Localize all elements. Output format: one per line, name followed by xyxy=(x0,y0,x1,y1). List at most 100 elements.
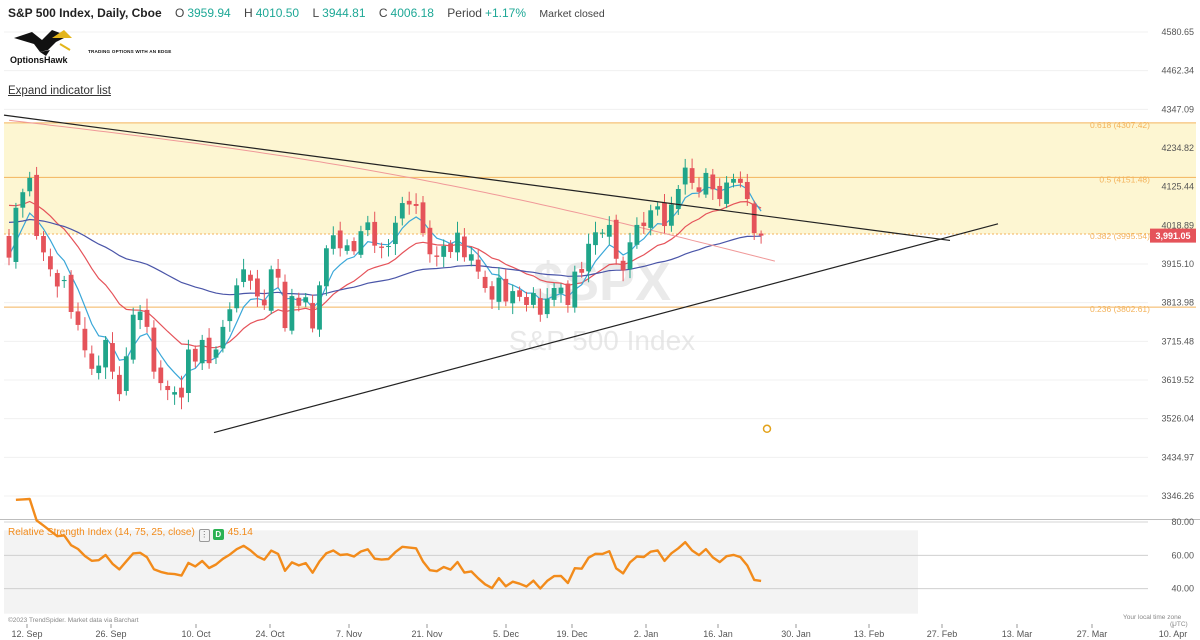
rsi-settings-icon[interactable]: ⋮ xyxy=(198,529,210,542)
candle-body-17 xyxy=(123,356,129,391)
candle-body-10 xyxy=(75,311,81,325)
last-price-tag xyxy=(1150,228,1196,243)
time-zone-label[interactable]: Your local time zone xyxy=(1123,614,1182,621)
x-tick-label-14: 27. Mar xyxy=(1077,629,1108,639)
candle-body-91 xyxy=(634,224,640,245)
candle-body-3 xyxy=(27,177,33,192)
candle-body-65 xyxy=(455,232,460,253)
market-status: Market closed xyxy=(539,8,605,20)
candle-body-18 xyxy=(130,314,136,360)
candle-body-43 xyxy=(303,297,309,303)
expand-indicator-list-link[interactable]: Expand indicator list xyxy=(8,85,111,97)
event-marker xyxy=(762,424,772,434)
logo-brand: OptionsHawk xyxy=(10,55,68,65)
rsi-legend: Relative Strength Index (14, 75, 25, clo… xyxy=(8,527,253,542)
candle-body-31 xyxy=(220,326,226,349)
candle-body-60 xyxy=(420,202,426,234)
last-price-label: 3,991.05 xyxy=(1155,231,1190,241)
candle-body-87 xyxy=(606,224,612,237)
candle-body-80 xyxy=(558,287,564,294)
candle-body-73 xyxy=(510,291,516,304)
candle-body-1 xyxy=(13,207,19,262)
candle-body-97 xyxy=(675,188,681,209)
y-tick-label-10: 3526.04 xyxy=(1161,414,1194,424)
candle-body-81 xyxy=(565,283,571,305)
candle-body-96 xyxy=(669,204,674,226)
x-tick-label-10: 30. Jan xyxy=(781,629,811,639)
chart-header: S&P 500 Index, Daily, Cboe O 3959.94 H 401… xyxy=(8,6,605,20)
candle-body-68 xyxy=(475,259,481,272)
candle-body-22 xyxy=(158,367,164,384)
logo-tagline: TRADING OPTIONS WITH AN EDGE xyxy=(88,49,172,54)
candle-body-14 xyxy=(103,339,108,368)
candle-body-103 xyxy=(717,185,723,200)
candle-body-9 xyxy=(68,274,74,312)
candle-body-104 xyxy=(724,182,729,204)
candle-body-0 xyxy=(6,235,12,258)
candle-body-39 xyxy=(275,268,281,278)
y-tick-label-12: 3346.26 xyxy=(1161,491,1194,501)
candle-body-50 xyxy=(351,241,357,252)
period-label: Period xyxy=(447,6,482,20)
watermark-name: S&P 500 Index xyxy=(509,325,695,356)
candle-body-21 xyxy=(151,327,157,372)
x-tick-label-6: 5. Dec xyxy=(493,629,520,639)
candle-body-12 xyxy=(89,353,95,369)
y-tick-label-2: 4347.09 xyxy=(1161,104,1194,114)
candle-body-7 xyxy=(54,273,60,287)
candle-body-49 xyxy=(344,245,350,251)
candle-body-82 xyxy=(572,271,578,308)
rsi-legend-name: Relative Strength Index (14, 75, 25, clo… xyxy=(8,527,195,538)
candle-body-79 xyxy=(551,288,557,300)
candle-body-107 xyxy=(744,181,750,200)
candle-body-59 xyxy=(413,203,419,206)
candle-body-84 xyxy=(586,243,591,272)
x-tick-label-12: 27. Feb xyxy=(927,629,958,639)
rsi-d-badge[interactable]: D xyxy=(212,529,224,540)
candle-body-23 xyxy=(165,385,171,391)
candle-body-35 xyxy=(248,274,253,281)
descending-trendline xyxy=(3,114,951,242)
candle-body-99 xyxy=(689,168,695,183)
candle-body-66 xyxy=(462,236,467,258)
candle-body-20 xyxy=(144,309,150,327)
close-label: C xyxy=(378,6,388,20)
x-tick-label-1: 26. Sep xyxy=(95,629,126,639)
candle-body-108 xyxy=(751,203,757,234)
x-tick-label-7: 19. Dec xyxy=(556,629,588,639)
fib-level-label-2: 0.382 (3995.54) xyxy=(1090,231,1150,241)
candle-body-62 xyxy=(434,255,440,257)
candle-body-64 xyxy=(448,243,453,253)
candle-body-38 xyxy=(268,269,274,311)
rsi-line xyxy=(15,497,762,590)
y-tick-label-6: 3915.10 xyxy=(1161,259,1194,269)
candle-body-27 xyxy=(192,348,198,362)
candle-body-5 xyxy=(41,236,46,253)
x-tick-label-8: 2. Jan xyxy=(634,629,659,639)
candle-body-78 xyxy=(544,298,550,315)
candle-body-54 xyxy=(379,246,384,248)
x-tick-label-2: 10. Oct xyxy=(181,629,211,639)
candle-body-102 xyxy=(710,174,716,190)
candle-body-93 xyxy=(648,210,654,228)
candle-body-45 xyxy=(317,285,322,330)
y-tick-label-1: 4462.34 xyxy=(1161,66,1194,76)
open-label: O xyxy=(174,6,185,20)
candle-body-92 xyxy=(641,222,647,227)
rsi-y-tick-label-1: 60.00 xyxy=(1171,550,1194,560)
y-tick-label-11: 3434.97 xyxy=(1161,452,1194,462)
candle-body-101 xyxy=(703,172,709,195)
pane-divider xyxy=(0,519,1200,520)
rsi-band-fill xyxy=(4,530,918,614)
candle-body-86 xyxy=(600,232,605,234)
candle-body-52 xyxy=(365,222,371,231)
candle-body-34 xyxy=(241,269,246,282)
candle-body-33 xyxy=(234,285,240,309)
candle-body-13 xyxy=(96,365,102,374)
candle-body-2 xyxy=(20,192,26,208)
candle-body-53 xyxy=(372,221,378,246)
x-tick-label-13: 13. Mar xyxy=(1002,629,1033,639)
candle-body-41 xyxy=(289,296,295,331)
